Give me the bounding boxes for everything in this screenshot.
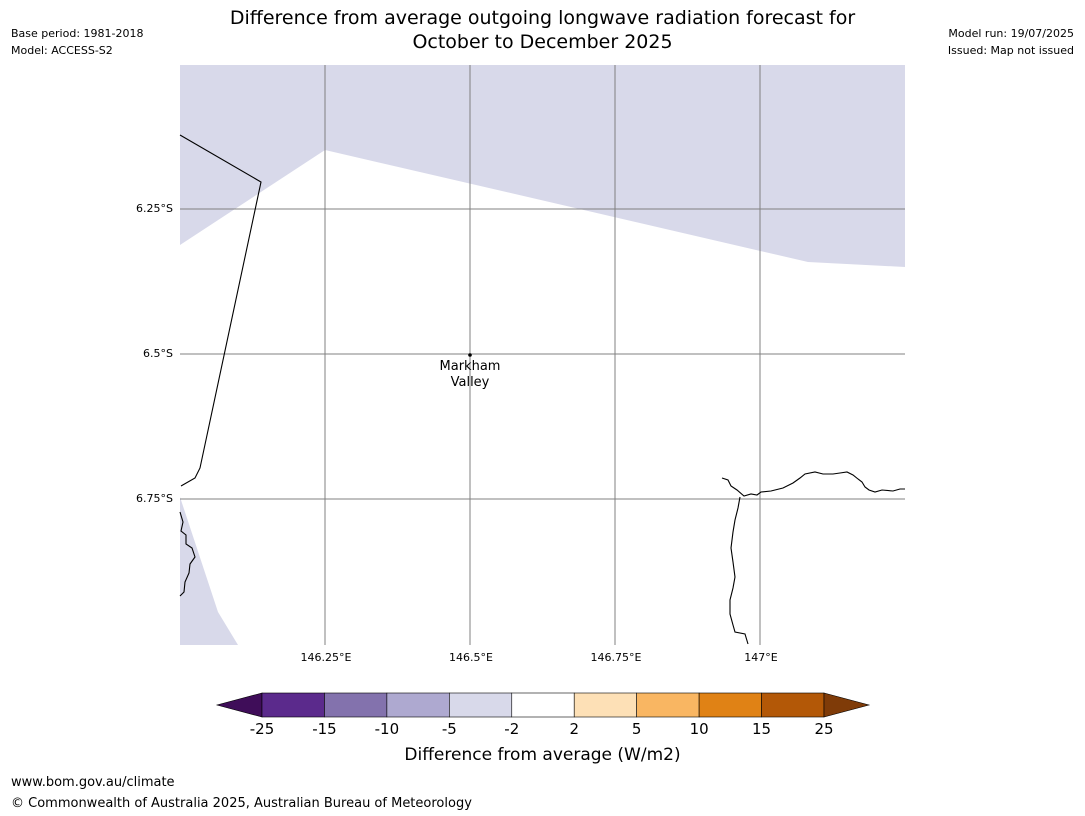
place-label-line-2: Valley bbox=[450, 375, 490, 390]
colorbar-tick-label: 5 bbox=[631, 720, 642, 738]
lat-label-6-25: 6.25°S bbox=[136, 202, 173, 215]
colorbar-segment bbox=[449, 692, 513, 718]
colorbar-title: Difference from average (W/m2) bbox=[404, 745, 681, 765]
issued-text: Issued: Map not issued bbox=[947, 44, 1074, 57]
colorbar-extend-high bbox=[823, 692, 871, 718]
colorbar-segment bbox=[261, 692, 325, 718]
colorbar-tick-label: -15 bbox=[312, 720, 337, 738]
below-average-region-north bbox=[180, 65, 905, 267]
colorbar-segment bbox=[698, 692, 762, 718]
title-line-2: October to December 2025 bbox=[412, 31, 673, 53]
coastline-southwest bbox=[179, 511, 196, 597]
colorbar-tick-label: 25 bbox=[814, 720, 834, 738]
map-title: Difference from average outgoing longwav… bbox=[0, 6, 1085, 54]
markham-valley-point bbox=[468, 353, 472, 357]
place-label-line-1: Markham bbox=[439, 359, 501, 374]
place-label-markham-valley: Markham Valley bbox=[420, 359, 520, 391]
region-boundary-west bbox=[179, 134, 262, 487]
metadata-left: Base period: 1981-2018 Model: ACCESS-S2 bbox=[11, 25, 143, 59]
colorbar-tick-label: 2 bbox=[569, 720, 579, 738]
colorbar bbox=[215, 692, 871, 718]
colorbar-segment bbox=[636, 692, 700, 718]
colorbar-tick-label: -2 bbox=[504, 720, 520, 738]
coastline-southeast-inlet bbox=[729, 496, 749, 645]
colorbar-tick-label: -5 bbox=[441, 720, 457, 738]
colorbar-segment bbox=[573, 692, 637, 718]
title-line-1: Difference from average outgoing longwav… bbox=[229, 7, 856, 29]
colorbar-segment bbox=[761, 692, 825, 718]
model-text: Model: ACCESS-S2 bbox=[11, 44, 113, 57]
lat-label-6-75: 6.75°S bbox=[136, 492, 173, 505]
colorbar-tick-label: -10 bbox=[374, 720, 400, 738]
colorbar-segment bbox=[386, 692, 450, 718]
base-period-text: Base period: 1981-2018 bbox=[11, 27, 144, 40]
lon-label-147: 147°E bbox=[744, 651, 778, 664]
colorbar-tick-label: 15 bbox=[752, 720, 772, 738]
map-panel bbox=[179, 65, 905, 645]
footer-copyright: © Commonwealth of Australia 2025, Austra… bbox=[11, 796, 472, 811]
footer-url: www.bom.gov.au/climate bbox=[11, 775, 175, 790]
colorbar-extend-low bbox=[215, 692, 263, 718]
lon-label-146-5: 146.5°E bbox=[449, 651, 493, 664]
coastline-southeast bbox=[721, 471, 905, 497]
colorbar-segment bbox=[324, 692, 388, 718]
colorbar-tick-label: -25 bbox=[249, 720, 275, 738]
model-run-text: Model run: 19/07/2025 bbox=[948, 27, 1074, 40]
lat-label-6-5: 6.5°S bbox=[143, 347, 173, 360]
lon-label-146-75: 146.75°E bbox=[590, 651, 642, 664]
metadata-right: Model run: 19/07/2025 Issued: Map not is… bbox=[948, 25, 1074, 59]
colorbar-segment bbox=[511, 692, 575, 718]
coastlines bbox=[179, 134, 905, 645]
lon-label-146-25: 146.25°E bbox=[300, 651, 352, 664]
colorbar-tick-label: 10 bbox=[689, 720, 709, 738]
below-average-region-southwest bbox=[180, 497, 238, 645]
